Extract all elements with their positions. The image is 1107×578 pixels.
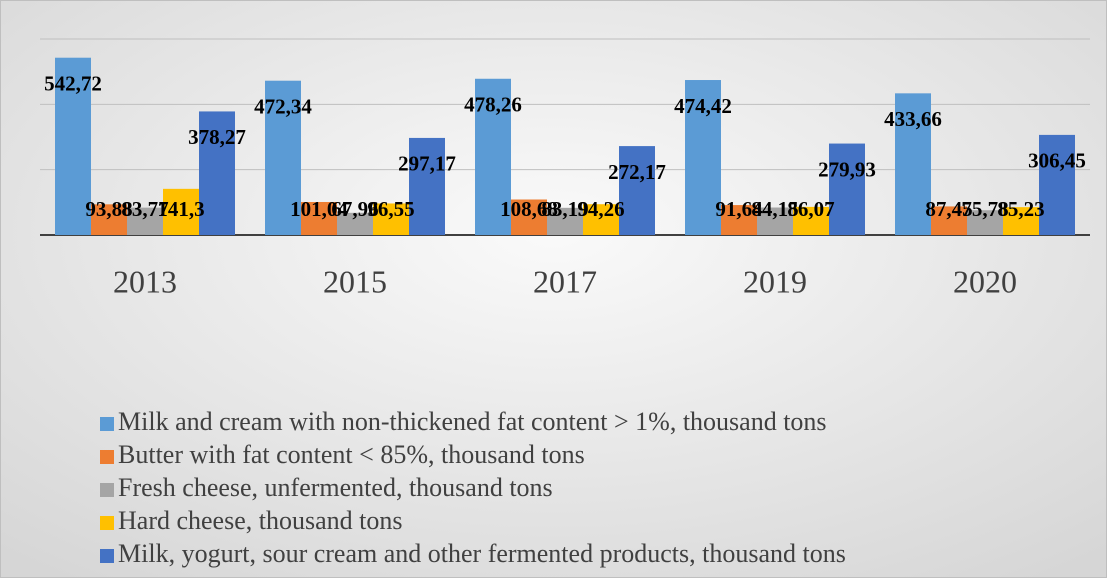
bar: [55, 57, 91, 235]
data-label: 378,27: [188, 125, 246, 149]
data-label: 542,72: [44, 72, 102, 96]
x-tick-label: 2019: [743, 263, 807, 299]
bar: [685, 80, 721, 235]
bar: [265, 80, 301, 235]
legend-label: Fresh cheese, unfermented, thousand tons: [118, 473, 553, 502]
data-label: 472,34: [254, 95, 312, 119]
data-label: 279,93: [818, 157, 876, 181]
bar: [757, 207, 793, 235]
legend-label: Milk and cream with non-thickened fat co…: [118, 407, 827, 436]
bar: [931, 206, 967, 235]
bar: [1039, 134, 1075, 235]
bar: [91, 204, 127, 235]
bar: [199, 111, 235, 235]
data-label: 91,64: [715, 197, 763, 221]
x-tick-label: 2015: [323, 263, 387, 299]
data-label: 93,88: [85, 197, 132, 221]
data-label: 297,17: [398, 152, 456, 176]
data-label: 101,04: [290, 197, 348, 221]
legend-swatch: [100, 483, 114, 497]
data-label: 83,19: [541, 197, 588, 221]
legend-label: Butter with fat content < 85%, thousand …: [118, 440, 585, 469]
bar: [1003, 207, 1039, 235]
legend-swatch: [100, 417, 114, 431]
data-label: 272,17: [608, 160, 666, 184]
data-label: 478,26: [464, 93, 522, 117]
legend-swatch: [100, 450, 114, 464]
data-label: 83,77: [121, 197, 168, 221]
bar: [163, 188, 199, 235]
bar: [547, 207, 583, 235]
data-label: 474,42: [674, 94, 732, 118]
bar: [829, 143, 865, 235]
data-label: 94,26: [577, 197, 624, 221]
data-label: 75,78: [961, 197, 1008, 221]
legend-label: Hard cheese, thousand tons: [118, 506, 402, 535]
data-label: 67,96: [331, 197, 378, 221]
bar: [127, 207, 163, 235]
bar: [301, 201, 337, 235]
data-label: 433,66: [884, 107, 942, 131]
data-label: 141,3: [157, 197, 204, 221]
data-label: 84,15: [751, 197, 798, 221]
legend-swatch: [100, 549, 114, 563]
data-label: 108,68: [500, 197, 558, 221]
bar: [373, 203, 409, 235]
legend-label: Milk, yogurt, sour cream and other ferme…: [118, 539, 846, 568]
bar: [337, 212, 373, 235]
bar: [721, 205, 757, 235]
bar: [619, 146, 655, 235]
data-label: 86,07: [787, 197, 834, 221]
bar: [895, 93, 931, 235]
x-tick-label: 2020: [953, 263, 1017, 299]
bar: [409, 137, 445, 235]
legend-swatch: [100, 516, 114, 530]
bar: [475, 78, 511, 235]
bar: [511, 199, 547, 235]
data-label: 96,55: [367, 197, 414, 221]
data-label: 306,45: [1028, 149, 1086, 173]
x-tick-label: 2017: [533, 263, 597, 299]
data-label: 87,45: [925, 197, 972, 221]
bar: [793, 206, 829, 235]
x-tick-label: 2013: [113, 263, 177, 299]
bar: [967, 210, 1003, 235]
data-label: 85,23: [997, 197, 1044, 221]
bar: [583, 204, 619, 235]
